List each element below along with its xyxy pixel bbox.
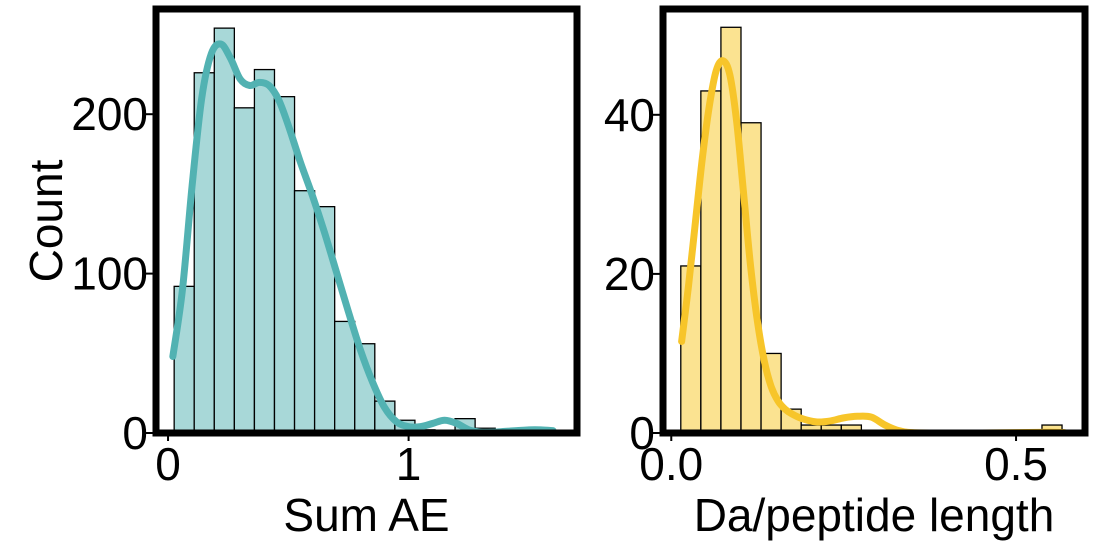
histogram-bar [253, 68, 276, 434]
y-tick-label: 0 [122, 407, 148, 459]
x-tick-label: 1 [396, 438, 422, 490]
histogram-bar [334, 320, 356, 434]
x-axis-label: Sum AE [283, 489, 449, 541]
x-axis-label: Da/peptide length [694, 489, 1055, 541]
x-tick-label: 0 [155, 438, 181, 490]
plot-frame [152, 5, 581, 437]
x-tick-label: 0.5 [984, 438, 1048, 490]
histogram-bar [273, 96, 296, 434]
y-tick-label: 100 [71, 248, 148, 300]
y-axis-label: Count [20, 159, 72, 282]
histogram-bar [293, 190, 316, 434]
y-tick-label: 40 [604, 89, 655, 141]
y-tick-label: 0 [629, 407, 655, 459]
y-tick-label: 20 [604, 248, 655, 300]
histogram-bars [680, 26, 1063, 434]
da-per-length-histogram-panel: 0 20 40 0.0 0.5Da/peptide length [604, 5, 1089, 541]
y-tick-label: 200 [71, 88, 148, 140]
histogram-bars [173, 27, 557, 434]
plot-frame [659, 5, 1089, 437]
x-tick-label: 0.0 [639, 438, 703, 490]
histogram-bar [233, 107, 256, 434]
histogram-bar [213, 27, 236, 434]
